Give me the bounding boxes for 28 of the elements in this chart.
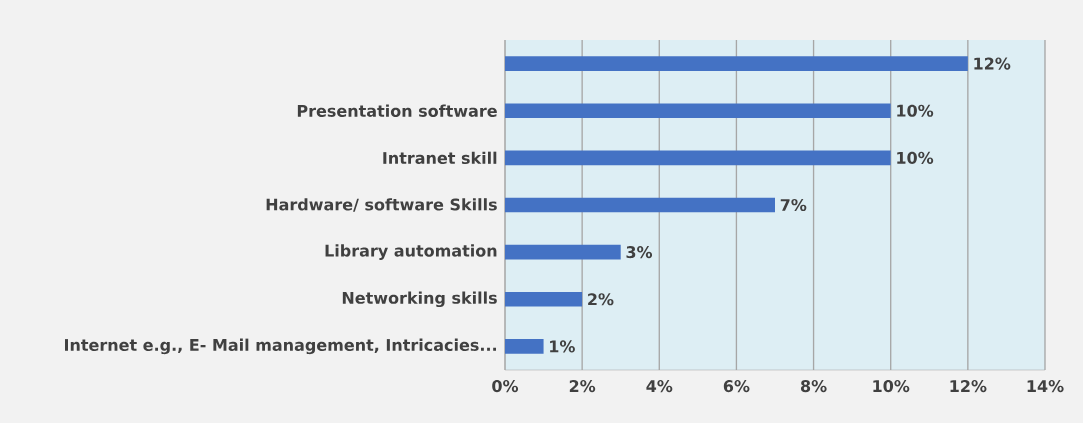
data-label: 3%: [626, 246, 653, 259]
x-tick-label: 4%: [646, 380, 673, 393]
y-tick-label: Presentation software: [297, 104, 497, 117]
bar: [505, 150, 891, 166]
y-tick-label: Library automation: [325, 244, 497, 260]
bar: [505, 197, 775, 213]
x-tick-label: 14%: [1027, 380, 1064, 393]
x-tick-label: 12%: [950, 380, 987, 393]
x-tick-label: 6%: [723, 380, 750, 393]
x-tick-label: 2%: [569, 380, 596, 393]
data-label: 10%: [897, 104, 934, 117]
x-tick-label: 0%: [492, 380, 519, 393]
data-label: 1%: [550, 340, 575, 353]
bar: [505, 244, 621, 260]
data-label: 12%: [974, 57, 1011, 70]
y-tick-label: Networking skills: [342, 291, 497, 308]
x-tick-label: 10%: [873, 380, 910, 393]
bar: [505, 103, 891, 119]
x-tick-label: 8%: [800, 380, 827, 393]
data-label: 2%: [588, 293, 614, 306]
bar: [505, 56, 968, 71]
data-label: 7%: [780, 198, 807, 212]
bar: [505, 291, 583, 307]
y-tick-label: Hardware/ software Skills: [266, 198, 497, 212]
bar: [505, 339, 544, 354]
y-tick-label: Intranet skill: [383, 151, 497, 165]
data-label: 10%: [897, 151, 934, 164]
y-tick-label: Internet e.g., E- Mail management, Intricacies...: [64, 338, 496, 355]
